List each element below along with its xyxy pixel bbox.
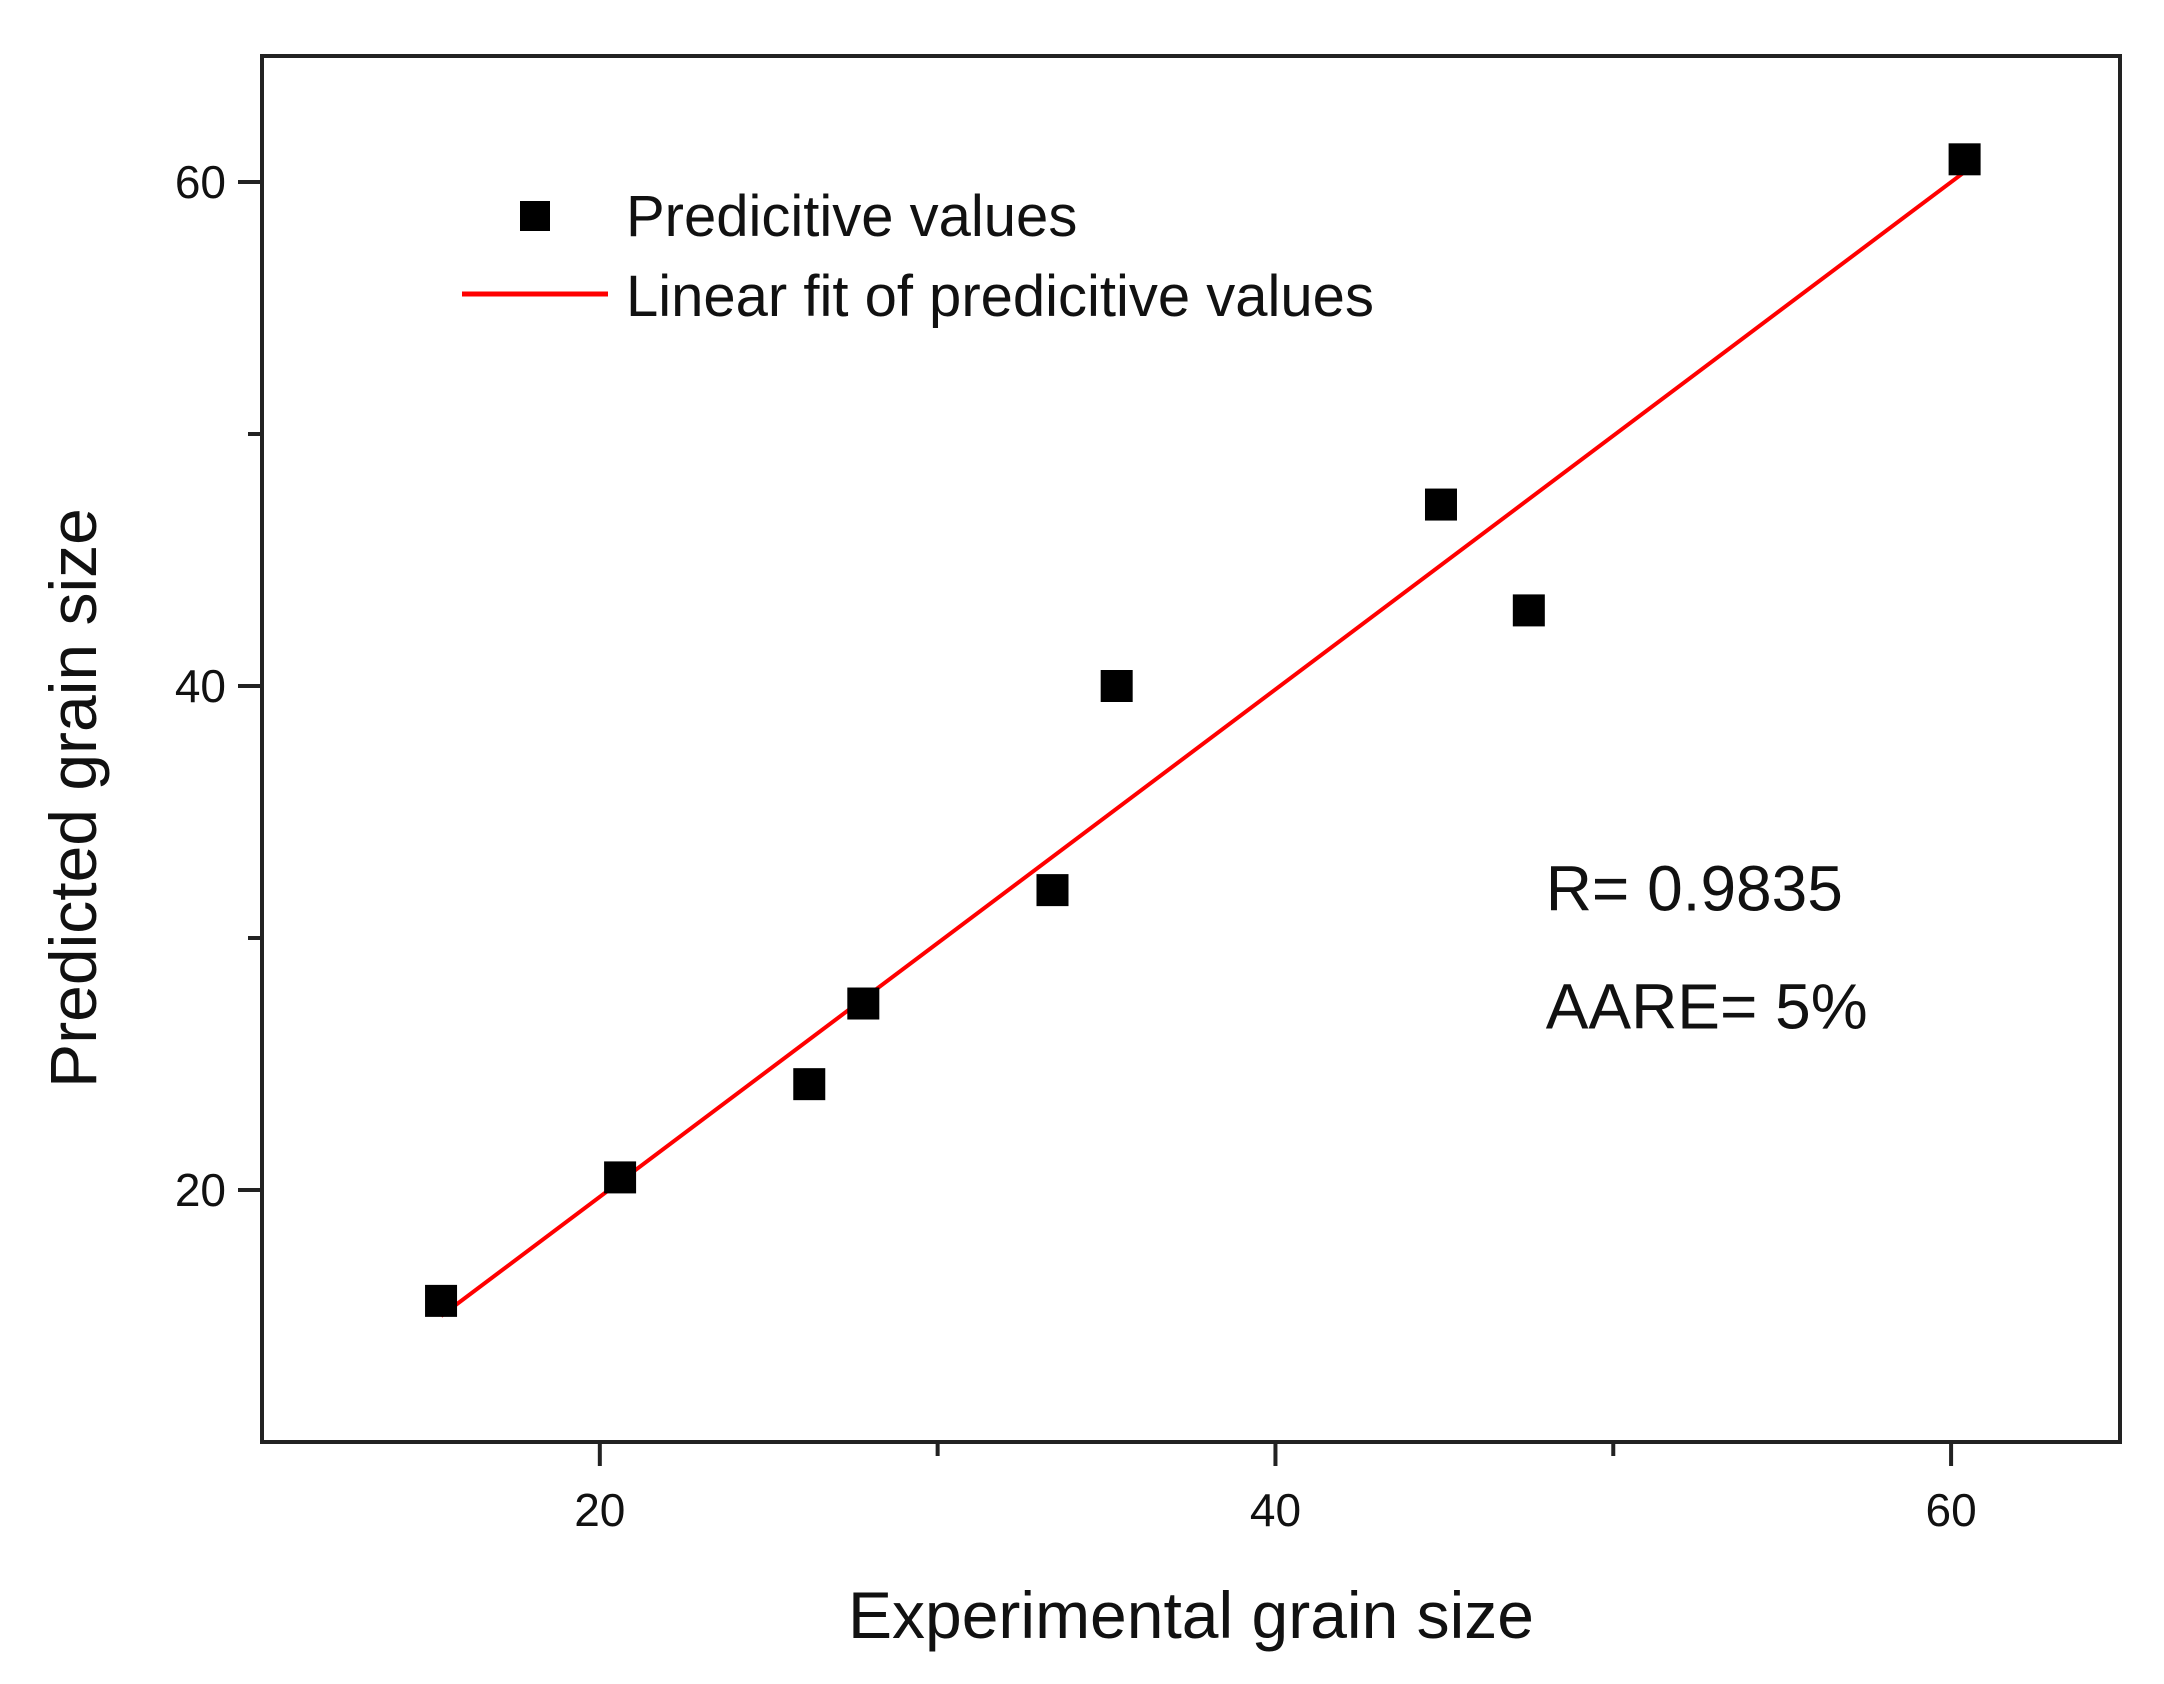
legend: Predicitive values Linear fit of predici… xyxy=(462,184,1374,329)
scatter-point xyxy=(1100,670,1133,702)
y-tick-label: 60 xyxy=(175,156,226,208)
scatter-point xyxy=(1948,143,1981,176)
x-axis-label: Experimental grain size xyxy=(848,1578,1534,1652)
scatter-point xyxy=(847,987,880,1020)
scatter-point xyxy=(1424,488,1457,521)
axes-layer: 20 40 60 20 40 60 xyxy=(175,156,1977,1536)
legend-label-fit: Linear fit of predicitive values xyxy=(626,264,1374,329)
annotation-aare-value: AARE= 5% xyxy=(1546,971,1868,1043)
y-tick-label: 40 xyxy=(175,660,226,712)
scatter-point xyxy=(425,1284,458,1317)
scatter-point xyxy=(793,1068,826,1101)
scatter-point xyxy=(1512,594,1545,627)
annotation-r-value: R= 0.9835 xyxy=(1546,852,1843,924)
scatter-point xyxy=(604,1161,637,1194)
x-tick-label: 40 xyxy=(1250,1484,1301,1536)
legend-scatter-marker xyxy=(520,201,550,231)
fit-layer xyxy=(439,170,1966,1318)
linear-fit-line xyxy=(439,170,1966,1318)
y-tick-label: 20 xyxy=(175,1164,226,1216)
x-tick-label: 20 xyxy=(574,1484,625,1536)
scatter-point xyxy=(1036,874,1069,907)
plot-frame xyxy=(260,54,2122,1444)
points-layer xyxy=(425,143,1981,1317)
legend-label-scatter: Predicitive values xyxy=(626,184,1077,249)
x-tick-label: 60 xyxy=(1926,1484,1977,1536)
y-axis-label: Predicted grain size xyxy=(36,508,110,1088)
